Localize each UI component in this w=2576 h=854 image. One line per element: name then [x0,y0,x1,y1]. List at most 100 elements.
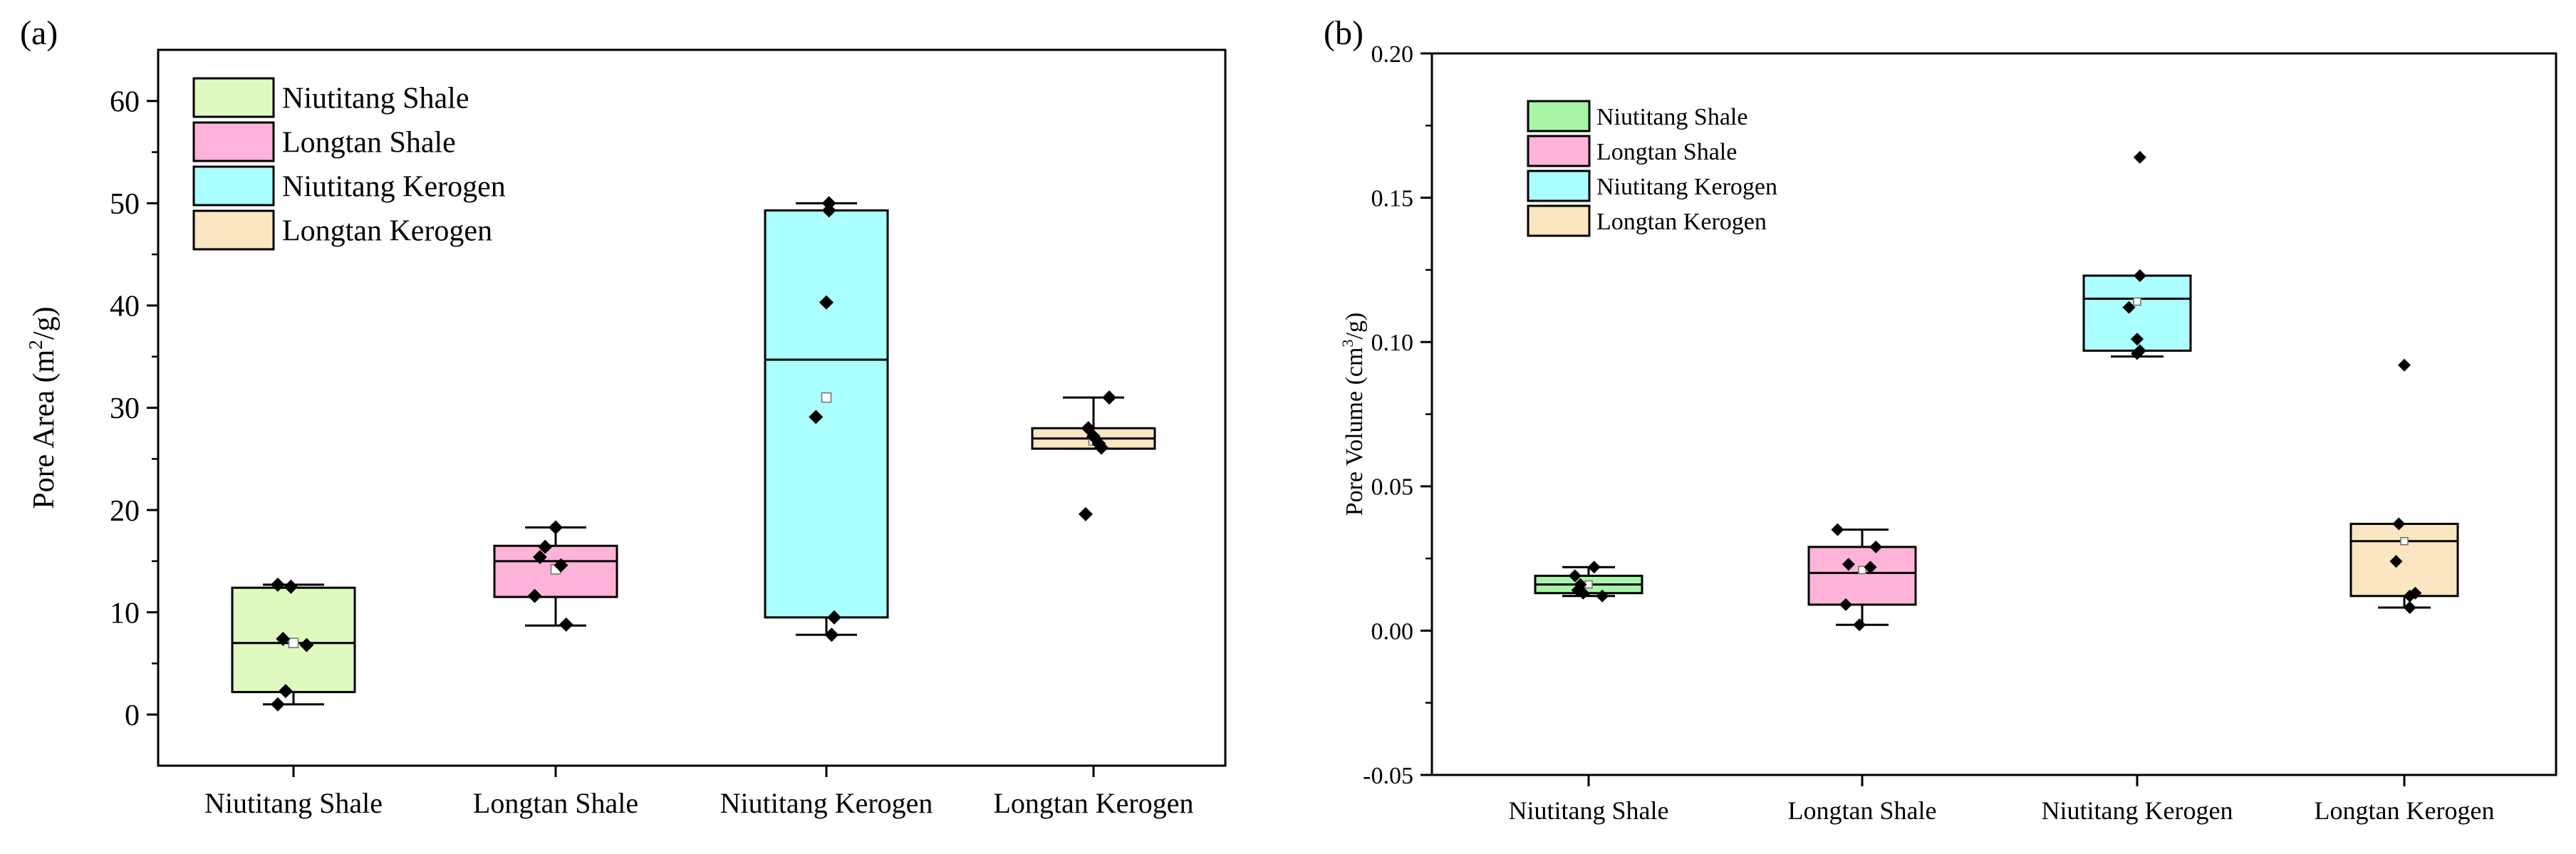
legend-swatch [192,209,275,251]
y-tick-label: 0.10 [1371,330,1414,356]
box-plot-longtan-kerogen [2349,358,2459,614]
data-point [2403,600,2416,614]
data-point [527,588,542,603]
data-point [1842,558,1855,571]
data-point [2398,358,2411,372]
data-point [1568,569,1582,583]
x-category-label: Longtan Kerogen [2315,796,2495,825]
data-point [1596,589,1609,603]
data-point [549,520,563,535]
box-plot-niutitang-shale [231,577,356,712]
data-point [1869,540,1883,553]
box-plot-longtan-shale [493,520,618,632]
y-axis-title: Pore Area (m2/g) [25,306,61,509]
data-point [827,610,842,625]
legend-swatch [1527,170,1591,202]
chart-panel-a: (a) 0 10 20 30 40 50 60 Pore Area (m2/g) Niutitan… [20,14,1227,819]
data-point [821,196,836,211]
data-point [559,617,573,632]
y-tick-label: 60 [110,85,140,118]
data-point [821,203,836,218]
panel-label: (b) [1324,14,1364,52]
box-plot-niutitang-kerogen [764,196,889,642]
chart-panel-b: (b) -0.05 0.00 0.05 0.10 0.15 0.20 Pore Volume … [1324,14,2557,825]
legend-swatch [192,165,275,207]
mean-marker [821,392,832,403]
data-point [1853,618,1866,632]
y-tick-label: -0.05 [1363,763,1413,789]
data-point [1864,561,1877,574]
legend-label: Niutitang Kerogen [1596,174,1777,200]
data-point [270,577,285,592]
box-plot-niutitang-shale [1534,561,1643,603]
y-tick-label: 0 [125,699,140,732]
data-point [1587,561,1601,574]
panel-label: (a) [20,14,58,52]
x-category-label: Longtan Shale [473,787,638,819]
legend-swatch [192,77,275,118]
x-category-label: Niutitang Kerogen [2042,796,2233,825]
legend-label: Niutitang Shale [1596,104,1747,130]
box-plot-longtan-kerogen [1031,390,1156,521]
legend-swatch [1527,204,1591,237]
legend-label: Longtan Kerogen [282,215,492,248]
data-point [299,637,314,652]
legend-label: Niutitang Kerogen [282,171,506,204]
data-point [1078,506,1093,521]
y-tick-label: 30 [110,392,140,425]
x-category-label: Longtan Kerogen [993,787,1193,819]
mean-marker [288,637,299,649]
data-point [2403,589,2416,603]
mean-marker [2133,297,2141,306]
data-point [276,631,291,646]
data-point [284,579,298,594]
mean-marker [2400,536,2409,546]
data-point [278,684,293,699]
data-point [1831,523,1844,536]
data-point [270,697,285,712]
legend-swatch [1527,135,1591,167]
y-axis-title-main: Pore Volume (cm [1341,348,1368,516]
legend-swatch [1527,100,1591,132]
legend-label: Longtan Shale [282,127,456,160]
y-tick-label: 0.00 [1371,618,1414,645]
y-axis-title-main: Pore Area (m [28,349,61,509]
y-tick-label: 0.20 [1371,41,1414,68]
x-category-label: Niutitang Shale [1509,796,1669,825]
y-axis-title-superscript: 3 [1339,340,1356,348]
box-iqr [764,209,889,619]
y-tick-label: 20 [110,495,140,528]
data-point [2133,150,2146,164]
legend: Niutitang Shale Longtan Shale Niutitang Ke… [192,77,506,251]
data-point [809,410,824,425]
data-point [1577,586,1590,600]
data-point [2392,517,2406,531]
box-plot-niutitang-kerogen [2082,150,2192,360]
x-category-label: Niutitang Shale [204,787,383,819]
legend: Niutitang Shale Longtan Shale Niutitang Ke… [1527,100,1777,237]
data-point [532,550,547,565]
data-point [2131,333,2144,346]
y-axis-title-unit: /g) [28,306,61,340]
data-point [1102,390,1117,405]
y-tick-label: 10 [110,597,140,630]
data-point [819,295,833,310]
data-point [2389,555,2403,568]
mean-marker [1858,566,1866,575]
legend-swatch [192,121,275,162]
legend-label: Longtan Shale [1596,139,1737,165]
y-tick-label: 40 [110,291,140,323]
x-category-label: Longtan Shale [1788,796,1937,825]
y-axis-title: Pore Volume (cm3/g) [1339,313,1368,516]
data-point [2131,347,2144,360]
x-category-label: Niutitang Kerogen [720,787,933,819]
y-tick-label: 0.15 [1371,186,1414,212]
legend-label: Longtan Kerogen [1596,209,1767,235]
data-point [538,539,553,554]
box-iqr [2349,522,2459,598]
data-point [824,628,839,642]
data-point [2133,269,2146,283]
y-axis-title-unit: /g) [1341,313,1368,340]
y-tick-label: 0.05 [1371,474,1414,501]
